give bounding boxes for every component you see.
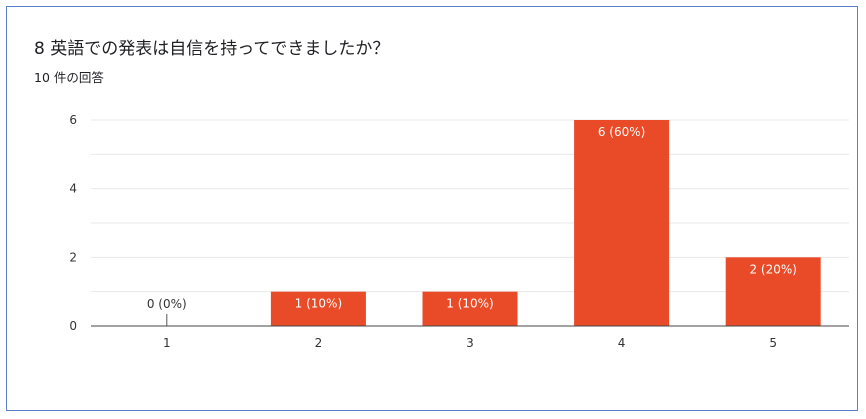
- chart-title: 8 英語での発表は自信を持ってできましたか？: [34, 39, 390, 59]
- data-label: 0 (0%): [147, 297, 187, 311]
- x-tick-label: 1: [163, 336, 171, 350]
- bar-chart: 0 2 4 6 1 2 3 4 5 0 (0%) 1 (10%) 1 (10%) 6 (60%) 2 …: [69, 113, 849, 350]
- y-tick-label: 2: [69, 250, 77, 264]
- y-axis-ticks: 0 2 4 6: [69, 113, 77, 333]
- data-labels: 0 (0%) 1 (10%) 1 (10%) 6 (60%) 2 (20%): [147, 125, 797, 311]
- data-label: 6 (60%): [598, 125, 645, 139]
- data-label: 2 (20%): [749, 262, 796, 276]
- data-label: 1 (10%): [446, 297, 493, 311]
- y-tick-label: 0: [69, 319, 77, 333]
- x-tick-label: 3: [466, 336, 474, 350]
- response-count: 10 件の回答: [34, 70, 104, 85]
- bar: [574, 120, 670, 326]
- y-tick-label: 4: [69, 182, 77, 196]
- bars: [166, 120, 821, 326]
- y-tick-label: 6: [69, 113, 77, 127]
- x-tick-label: 5: [769, 336, 777, 350]
- x-tick-label: 4: [618, 336, 626, 350]
- bar: [270, 291, 366, 326]
- bar: [422, 291, 518, 326]
- x-axis-ticks: 1 2 3 4 5: [163, 336, 777, 350]
- bar: [725, 257, 821, 326]
- data-label: 1 (10%): [295, 297, 342, 311]
- x-tick-label: 2: [315, 336, 323, 350]
- chart-card: 8 英語での発表は自信を持ってできましたか？ 10 件の回答 0 2 4 6 1 2 3 4…: [6, 6, 858, 411]
